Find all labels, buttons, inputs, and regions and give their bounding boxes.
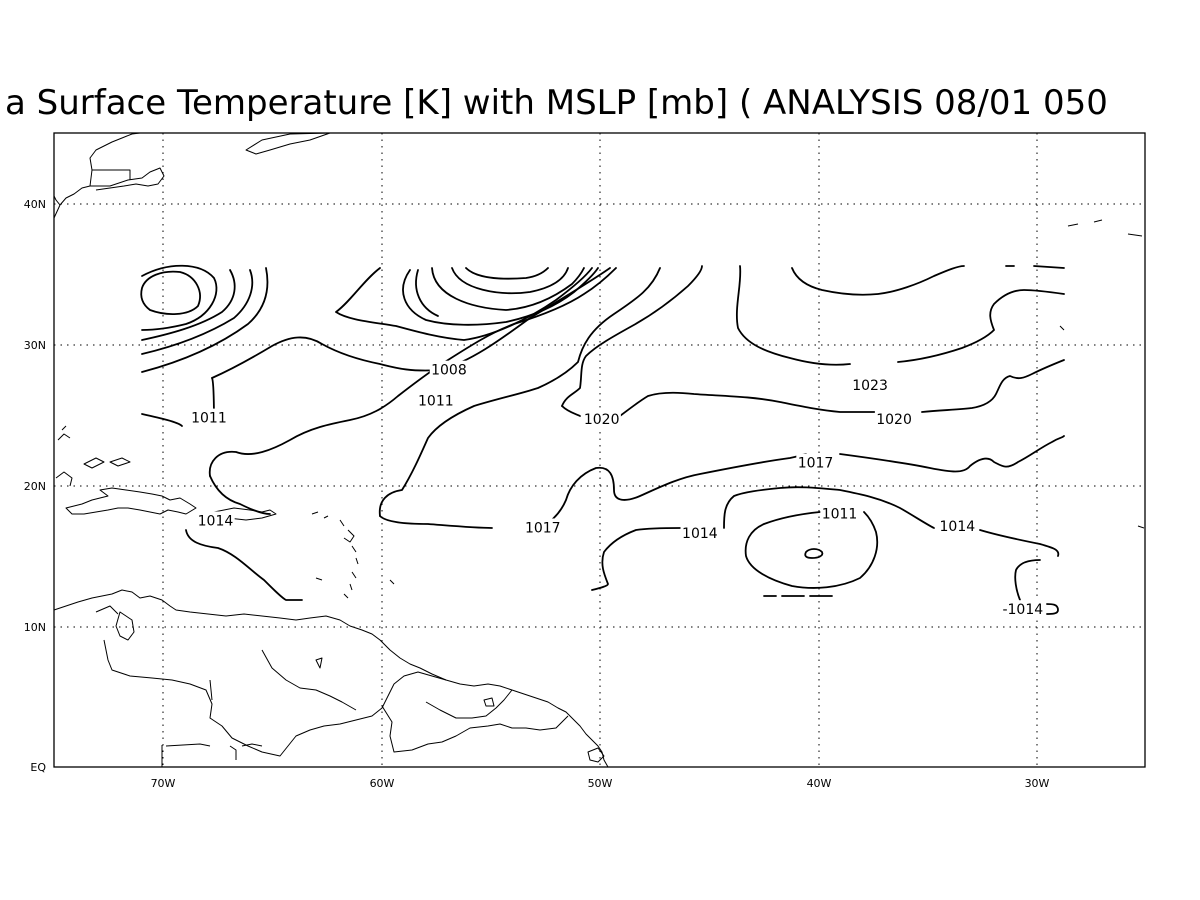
- isobar-label: -1014: [1002, 602, 1043, 618]
- contour-label-background: [999, 600, 1047, 618]
- contour-label-background: [796, 453, 835, 471]
- plot-frame: [53, 132, 1146, 768]
- figure-title-text: a Surface Temperature [K] with MSLP [mb]…: [5, 83, 1108, 123]
- lat-tick-label: 10N: [24, 621, 46, 634]
- lon-tick-label: 60W: [370, 777, 395, 790]
- isobar-label: 1014: [940, 519, 976, 535]
- isobar-label: 1023: [852, 378, 888, 394]
- contour-label-background: [938, 517, 977, 535]
- lon-tick-label: 50W: [588, 777, 613, 790]
- contour-label-background: [820, 504, 859, 522]
- isobar-label: 1011: [822, 506, 858, 522]
- isobar-label: 1020: [584, 412, 620, 428]
- lat-lon-grid: [54, 133, 1145, 767]
- longitude-tick-labels: 70W 60W 50W 40W 30W: [151, 777, 1050, 790]
- isobar-label: 1008: [431, 363, 467, 379]
- lat-tick-label: 40N: [24, 198, 46, 211]
- lat-tick-label: 20N: [24, 480, 46, 493]
- contour-label-background: [429, 360, 469, 378]
- contour-label-background: [582, 410, 621, 428]
- contour-label-background: [196, 511, 235, 529]
- isobar-label: 1017: [798, 456, 834, 472]
- latitude-tick-labels: 40N 30N 20N 10N EQ: [24, 198, 47, 774]
- lat-tick-label: 30N: [24, 339, 46, 352]
- contour-labels: 1011 1008 1011 1020 1023 1020 1017 1014 1017 1014…: [189, 360, 1047, 618]
- contour-label-background: [850, 376, 890, 394]
- isobar-label: 1020: [876, 412, 912, 428]
- coastlines: [53, 132, 1145, 768]
- mslp-isobars: [140, 264, 1065, 615]
- lat-tick-label: EQ: [30, 761, 46, 774]
- figure-title: a Surface Temperature [K] with MSLP [mb]…: [0, 80, 1200, 126]
- isobar-label: 1014: [682, 526, 718, 542]
- contour-label-background: [189, 408, 229, 426]
- lon-tick-label: 70W: [151, 777, 176, 790]
- contour-label-background: [874, 410, 914, 428]
- contour-label-background: [680, 524, 720, 542]
- contour-label-background: [416, 391, 456, 409]
- isobar-label: 1014: [198, 513, 234, 529]
- lon-tick-label: 40W: [807, 777, 832, 790]
- isobar-label: 1011: [191, 411, 227, 427]
- isobar-label: 1017: [525, 520, 561, 536]
- lon-tick-label: 30W: [1025, 777, 1050, 790]
- isobar-label: 1011: [418, 394, 454, 410]
- contour-label-background: [523, 518, 562, 536]
